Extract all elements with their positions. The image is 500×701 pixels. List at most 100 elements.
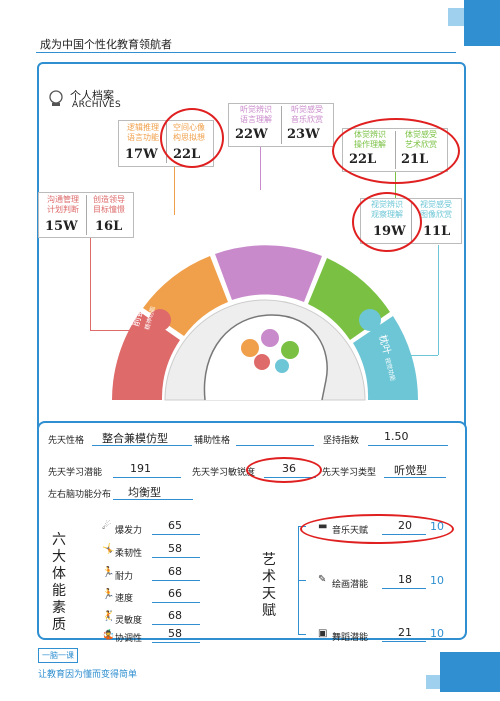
learn-type-value: 听觉型 — [394, 464, 427, 477]
aux-personality-label: 辅助性格 — [194, 436, 231, 446]
physical-value-5: 58 — [168, 627, 182, 640]
physical-value-3: 66 — [168, 587, 182, 600]
coordination-icon: 🤹 — [102, 630, 115, 641]
potential-label: 先天学习潜能 — [48, 468, 103, 478]
brain-diagram — [112, 245, 419, 401]
underline-physical-5 — [152, 642, 200, 643]
highlight-ring-card4 — [332, 118, 460, 184]
agility-icon: 🤾 — [102, 611, 115, 622]
lobe-temporal-label: 颞叶 听觉功能 — [252, 196, 280, 221]
card-communication-creative: 沟通管理 计划判断 创造领导 目标憧憬 15W 16L — [38, 192, 134, 238]
physical-label-5: 协调性 — [115, 634, 143, 644]
art-bracket-bottom — [298, 634, 306, 635]
physical-value-0: 65 — [168, 519, 182, 532]
art-value-2: 21 — [398, 626, 412, 639]
header-title: 成为中国个性化教育领航者 — [40, 38, 172, 51]
card2-value-a: 15W — [45, 219, 78, 234]
archives-title: 个人档案 — [70, 89, 114, 102]
lobe-occipital — [353, 316, 419, 400]
highlight-ring-sensitivity — [246, 457, 322, 483]
flexibility-icon: 🤸 — [102, 544, 115, 555]
learn-type-label: 先天学习类型 — [322, 468, 377, 478]
physical-label-4: 灵敏度 — [115, 616, 143, 626]
card3-label-b: 听觉感受 音乐欣赏 — [291, 105, 323, 124]
connector-c5 — [438, 245, 439, 355]
connector-c2-h — [90, 330, 130, 331]
physical-title: 六大体能素质 — [52, 532, 66, 633]
underline-persistence — [368, 445, 448, 446]
physical-label-1: 柔韧性 — [115, 549, 143, 559]
card2-label-b: 创造领导 目标憧憬 — [93, 195, 125, 214]
footer-slogan: 让教育因为懂而变得简单 — [38, 670, 138, 680]
persistence-label: 坚持指数 — [323, 436, 360, 446]
card1-label-a: 逻辑推理 语言功能 — [127, 123, 159, 142]
brain-dist-value: 均衡型 — [128, 486, 161, 499]
physical-label-3: 速度 — [115, 594, 134, 604]
card5-label-b: 视觉感受 图像欣赏 — [420, 200, 452, 219]
underline-physical-3 — [152, 602, 200, 603]
underline-learn-type — [384, 477, 446, 478]
underline-physical-4 — [152, 624, 200, 625]
physical-value-1: 58 — [168, 542, 182, 555]
connector-c1 — [174, 165, 175, 215]
endurance-icon: 🏃 — [102, 567, 115, 578]
corner-square-bottom — [440, 652, 500, 692]
highlight-ring-card1 — [160, 108, 224, 168]
physical-label-0: 爆发力 — [115, 526, 143, 536]
lobe-temporal-name: 颞叶 — [256, 200, 276, 211]
innate-personality-value: 整合兼模仿型 — [102, 432, 168, 445]
physical-value-4: 68 — [168, 609, 182, 622]
corner-square-large — [464, 0, 500, 46]
art-max-2: 10 — [430, 627, 444, 640]
art-max-1: 10 — [430, 574, 444, 587]
header-divider — [36, 52, 456, 53]
underline-personality — [92, 445, 192, 446]
underline-art-2 — [382, 641, 426, 642]
underline-brain-dist — [113, 499, 193, 500]
card3-value-a: 22W — [235, 127, 268, 142]
card2-label-a: 沟通管理 计划判断 — [47, 195, 79, 214]
highlight-ring-music — [300, 514, 454, 544]
innate-personality-label: 先天性格 — [48, 436, 85, 446]
card5-value-b: 11L — [423, 224, 451, 239]
dance-icon: ▣ — [318, 628, 328, 639]
art-label-1: 绘画潜能 — [332, 580, 369, 590]
footer-logo: 一脑一课 — [38, 648, 78, 663]
lobe-temporal-sub: 听觉功能 — [252, 212, 280, 220]
speed-icon: 🏃 — [102, 589, 115, 600]
art-title: 艺术天赋 — [262, 552, 276, 619]
physical-value-2: 68 — [168, 565, 182, 578]
corner-square-bottom-small — [426, 675, 440, 689]
gear-icons — [149, 257, 381, 373]
card2-divider — [86, 195, 87, 235]
explosive-icon: ☄ — [102, 521, 111, 532]
art-value-1: 18 — [398, 573, 412, 586]
underline-physical-0 — [152, 534, 200, 535]
potential-value: 191 — [130, 462, 151, 475]
card3-divider — [281, 106, 282, 144]
persistence-value: 1.50 — [384, 430, 409, 443]
card3-value-b: 23W — [287, 127, 320, 142]
underline-art-1 — [382, 588, 426, 589]
underline-aux — [236, 445, 314, 446]
highlight-ring-card5 — [352, 192, 422, 252]
sensitivity-label: 先天学习敏锐度 — [192, 468, 256, 478]
card3-label-a: 听觉辨识 语言理解 — [240, 105, 272, 124]
underline-physical-1 — [152, 557, 200, 558]
archive-icon — [49, 90, 63, 106]
corner-square-small — [448, 8, 464, 26]
connector-c3 — [260, 145, 261, 190]
card2-value-b: 16L — [95, 219, 123, 234]
archives-subtitle: ARCHIVES — [72, 100, 122, 110]
painting-icon: ✎ — [318, 574, 327, 585]
card-auditory: 听觉辨识 语言理解 听觉感受 音乐欣赏 22W 23W — [228, 103, 334, 147]
connector-c5-h — [400, 355, 438, 356]
art-label-2: 舞蹈潜能 — [332, 633, 369, 643]
underline-physical-2 — [152, 580, 200, 581]
physical-label-2: 耐力 — [115, 572, 134, 582]
underline-potential — [113, 477, 181, 478]
lobe-prefrontal — [112, 312, 180, 400]
connector-c2 — [90, 235, 91, 330]
brain-dist-label: 左右脑功能分布 — [48, 490, 112, 500]
art-bracket-mid — [298, 580, 306, 581]
